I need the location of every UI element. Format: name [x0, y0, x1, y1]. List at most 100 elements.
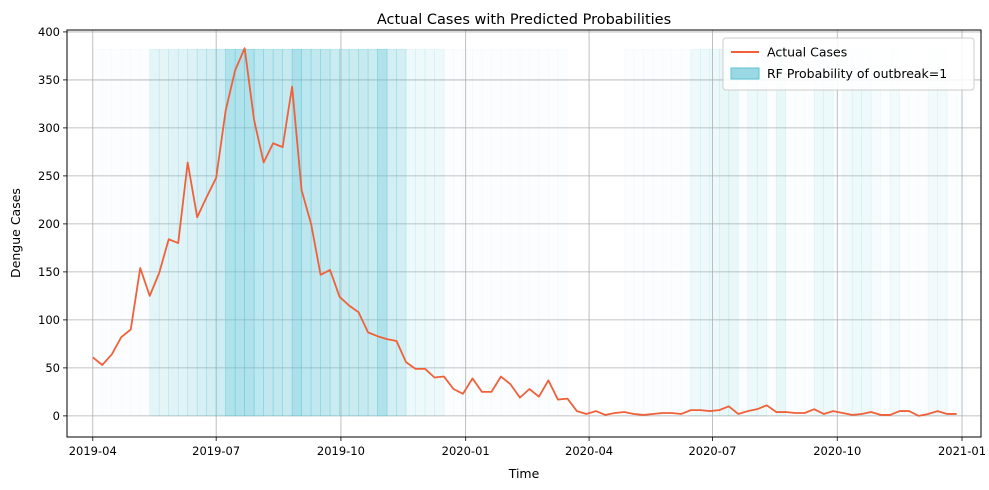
probability-band	[775, 48, 787, 417]
y-tick-label: 400	[38, 25, 60, 39]
probability-band	[699, 48, 711, 417]
probability-band	[643, 49, 652, 416]
probability-band	[520, 49, 529, 416]
legend-label-actual-cases: Actual Cases	[767, 45, 847, 60]
probability-band	[112, 49, 121, 416]
probability-band	[795, 49, 804, 416]
probability-band	[881, 49, 890, 416]
probability-band	[957, 49, 966, 416]
probability-band	[272, 48, 283, 417]
x-tick-label: 2020-04	[565, 444, 613, 458]
legend: Actual Cases RF Probability of outbreak=…	[722, 37, 975, 91]
probability-band	[491, 49, 500, 416]
probability-band	[709, 48, 720, 417]
y-axis-title: Dengue Cases	[8, 188, 23, 278]
probability-band	[539, 49, 548, 416]
x-tick-label: 2021-01	[938, 444, 986, 458]
probability-band	[738, 49, 747, 416]
probability-band	[263, 48, 274, 417]
probability-band	[367, 48, 378, 417]
x-tick-label: 2019-07	[192, 444, 240, 458]
probability-band	[253, 48, 264, 417]
probability-band	[291, 48, 302, 417]
probability-band	[510, 49, 519, 416]
legend-box	[722, 37, 975, 91]
y-tick-label: 50	[45, 361, 60, 375]
probability-band	[662, 49, 671, 416]
probability-band	[672, 49, 681, 416]
plot-frame	[66, 29, 982, 438]
probability-band	[747, 48, 758, 417]
y-axis: 0 50 100 150 200 250 300 350 400	[38, 25, 67, 423]
probability-band	[234, 48, 245, 417]
probability-band	[149, 48, 160, 417]
legend-label-rf-probability: RF Probability of outbreak=1	[767, 66, 947, 81]
y-tick-label: 150	[38, 265, 60, 279]
y-tick-label: 0	[53, 409, 60, 423]
probability-band	[937, 48, 948, 417]
x-tick-label: 2019-10	[317, 444, 365, 458]
probability-band	[168, 48, 179, 417]
probability-band	[756, 48, 768, 417]
x-tick-label: 2019-04	[69, 444, 117, 458]
probability-band	[690, 48, 701, 417]
probability-band	[870, 48, 881, 417]
probability-band	[947, 49, 956, 416]
probability-band	[634, 49, 643, 416]
probability-band	[196, 48, 207, 417]
probability-band	[786, 49, 795, 416]
probability-band	[386, 48, 397, 417]
probability-band	[558, 49, 567, 416]
probability-band	[653, 49, 662, 416]
probability-band	[358, 48, 369, 417]
probability-band	[813, 48, 824, 417]
x-tick-label: 2020-01	[442, 444, 490, 458]
grid	[67, 30, 981, 437]
y-tick-label: 200	[38, 217, 60, 231]
probability-band	[140, 49, 149, 416]
probability-band	[501, 49, 510, 416]
x-tick-label: 2020-10	[813, 444, 861, 458]
series-line-layer	[92, 47, 957, 417]
probability-band	[919, 49, 928, 416]
probability-band	[301, 48, 312, 417]
probability-band	[548, 49, 557, 416]
probability-band	[187, 48, 198, 417]
probability-band	[833, 49, 842, 416]
probability-band	[405, 48, 416, 417]
probability-band	[472, 49, 481, 416]
probability-band	[909, 49, 918, 416]
probability-band	[861, 48, 872, 417]
probability-band	[158, 48, 170, 417]
probability-band	[823, 48, 834, 417]
probability-band	[851, 48, 862, 417]
probability-band	[453, 49, 462, 416]
probability-band	[131, 49, 140, 416]
probability-band	[177, 48, 188, 417]
series-line-actual-cases	[92, 47, 957, 417]
probability-band	[927, 48, 938, 417]
probability-band	[329, 48, 340, 417]
probability-band	[396, 48, 407, 417]
x-axis-title: Time	[508, 466, 540, 481]
probability-band	[320, 48, 331, 417]
probability-band	[728, 48, 739, 417]
probability-band	[900, 49, 909, 416]
probability-band	[377, 48, 388, 417]
legend-band-swatch	[730, 67, 760, 80]
probability-band	[348, 48, 359, 417]
probability-band	[529, 49, 538, 416]
y-tick-label: 100	[38, 313, 60, 327]
probability-band	[310, 48, 321, 417]
probability-band	[444, 49, 453, 416]
y-tick-label: 350	[38, 73, 60, 87]
y-tick-label: 300	[38, 121, 60, 135]
probability-band	[121, 49, 130, 416]
probability-band	[889, 48, 900, 417]
probability-band	[681, 49, 690, 416]
y-tick-label: 250	[38, 169, 60, 183]
probability-band	[842, 48, 853, 417]
probability-band	[282, 48, 293, 417]
probability-bands	[112, 48, 966, 417]
